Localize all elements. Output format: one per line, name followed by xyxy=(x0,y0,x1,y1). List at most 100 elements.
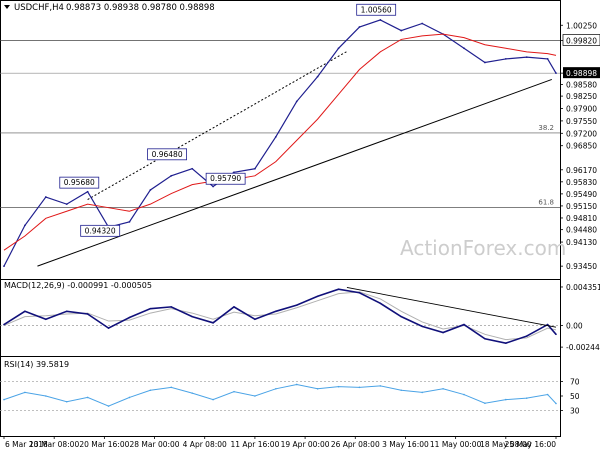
rsi-point xyxy=(400,389,403,392)
macd-point xyxy=(107,327,110,329)
price-series-line xyxy=(3,19,557,267)
rsi-tick-label: 50 xyxy=(570,392,580,401)
price-annotation-label: 0.95680 xyxy=(64,178,95,187)
rsi-tick-label: 70 xyxy=(570,378,580,387)
macd-point xyxy=(3,323,5,326)
x-tick-label: 4 Apr 08:00 xyxy=(183,440,227,449)
macd-point xyxy=(170,306,173,308)
price-point xyxy=(86,190,89,193)
price-point xyxy=(421,22,424,25)
rsi-point xyxy=(254,395,256,397)
rsi-panel: RSI(14) 39.5819 70 50 30 xyxy=(0,360,580,415)
price-point xyxy=(3,265,5,268)
dropdown-triangle-icon[interactable] xyxy=(4,5,10,9)
rsi-point xyxy=(295,383,298,386)
macd-point xyxy=(254,318,256,321)
macd-point xyxy=(128,316,131,319)
resistance-tag xyxy=(562,34,600,46)
rsi-point xyxy=(170,386,173,389)
rsi-tick-label: 30 xyxy=(570,406,580,415)
price-tick-label: 0.97550 xyxy=(566,117,597,126)
rsi-point xyxy=(442,388,444,390)
rsi-point xyxy=(191,392,193,394)
x-tick-label: 18 May 08:00 xyxy=(480,440,532,449)
rsi-point xyxy=(86,396,89,399)
price-point xyxy=(546,58,549,60)
price-point xyxy=(149,189,152,191)
rsi-point xyxy=(128,396,131,399)
chart-frames xyxy=(0,0,561,437)
price-tick-label: 0.96850 xyxy=(566,142,597,151)
rsi-point xyxy=(3,398,5,401)
macd-point xyxy=(421,325,423,328)
moving-average-line xyxy=(3,33,557,251)
price-point xyxy=(212,185,214,188)
macd-panel: MACD(12,26,9) -0.000991 -0.000505 0.0043… xyxy=(0,281,600,352)
support-trendline xyxy=(37,78,552,267)
macd-tick-label: 0.00 xyxy=(566,321,583,330)
price-point xyxy=(400,29,403,32)
macd-trendline xyxy=(346,286,557,328)
rsi-point xyxy=(505,398,507,401)
price-point xyxy=(555,72,557,75)
rsi-line xyxy=(3,383,557,407)
macd-point xyxy=(358,291,361,294)
macd-point xyxy=(555,333,557,336)
price-annotation-box xyxy=(59,176,100,189)
x-tick-label: 19 Apr 00:00 xyxy=(281,440,330,449)
x-tick-label: 25 May 16:00 xyxy=(505,440,557,449)
macd-point xyxy=(316,295,319,298)
macd-point xyxy=(45,318,47,321)
watermark: ActionForex.com xyxy=(400,236,566,260)
price-annotation-box xyxy=(147,148,187,161)
macd-point xyxy=(484,337,486,340)
macd-signal-line xyxy=(3,291,557,341)
macd-point xyxy=(442,331,444,334)
price-point xyxy=(358,26,361,28)
rsi-point xyxy=(316,388,319,390)
rsi-frame xyxy=(0,356,561,437)
price-point xyxy=(504,58,507,60)
macd-point xyxy=(400,315,403,318)
x-tick-label: 26 Apr 08:00 xyxy=(331,440,380,449)
macd-point xyxy=(337,288,340,290)
rsi-point xyxy=(212,398,214,401)
x-tick-label: 3 May 16:00 xyxy=(382,440,429,449)
x-tick-label: 28 Mar 00:00 xyxy=(130,440,180,449)
x-tick-label: 11 Apr 16:00 xyxy=(230,440,279,449)
rsi-point xyxy=(65,400,68,403)
x-tick-label: 6 Mar 2018 xyxy=(5,440,48,449)
price-point xyxy=(484,61,486,64)
rsi-point xyxy=(555,402,557,405)
price-tick-label: 0.94810 xyxy=(566,214,597,223)
rsi-point xyxy=(275,388,277,390)
fib-level-label: 61.8 xyxy=(538,198,554,206)
price-point xyxy=(170,174,173,177)
price-tick-label: 0.98580 xyxy=(566,80,597,89)
macd-tick-label: -0.002448 xyxy=(566,343,600,352)
rsi-point xyxy=(45,395,47,397)
fib-level-label: 38.2 xyxy=(538,124,554,132)
rsi-point xyxy=(463,393,465,396)
price-point xyxy=(254,167,256,170)
price-point xyxy=(316,75,319,78)
price-tick-label: 0.95150 xyxy=(566,202,597,211)
macd-point xyxy=(525,335,528,337)
price-point xyxy=(191,167,194,170)
macd-point xyxy=(505,342,507,344)
rsi-point xyxy=(24,391,26,394)
channel-trendline xyxy=(87,51,348,200)
price-tick-label: 0.97200 xyxy=(566,129,597,138)
rsi-point xyxy=(525,397,528,399)
macd-point xyxy=(191,315,193,318)
macd-line xyxy=(3,288,557,344)
rsi-point xyxy=(484,402,486,405)
price-tick-label: 0.98898 xyxy=(566,69,597,78)
macd-point xyxy=(463,323,465,326)
price-point xyxy=(379,19,382,21)
rsi-point xyxy=(233,390,235,393)
macd-point xyxy=(546,323,549,326)
macd-point xyxy=(212,322,214,324)
rsi-header: RSI(14) 39.5819 xyxy=(4,360,69,369)
